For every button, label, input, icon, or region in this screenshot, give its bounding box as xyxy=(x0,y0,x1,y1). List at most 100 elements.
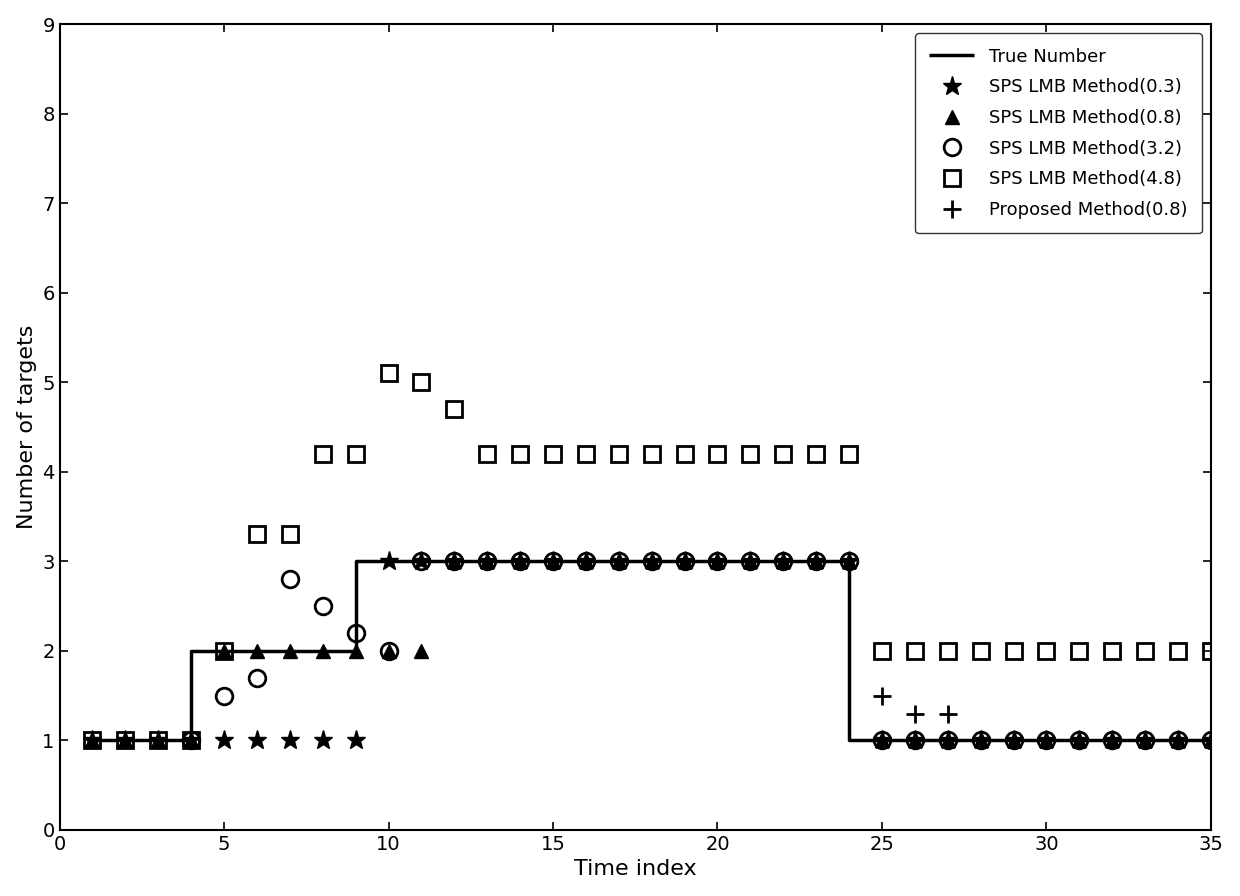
X-axis label: Time index: Time index xyxy=(574,859,697,879)
SPS LMB Method(3.2) xyxy=(480,556,495,566)
SPS LMB Method(3.2) xyxy=(446,556,461,566)
SPS LMB Method(3.2) xyxy=(217,690,232,701)
SPS LMB Method(0.8) xyxy=(381,645,396,656)
SPS LMB Method(0.3) xyxy=(217,735,232,745)
SPS LMB Method(3.2) xyxy=(1105,735,1120,745)
SPS LMB Method(4.8) xyxy=(249,530,264,540)
SPS LMB Method(3.2) xyxy=(908,735,923,745)
SPS LMB Method(4.8) xyxy=(578,449,593,460)
SPS LMB Method(3.2) xyxy=(1039,735,1054,745)
SPS LMB Method(4.8) xyxy=(842,449,857,460)
SPS LMB Method(3.2) xyxy=(973,735,988,745)
SPS LMB Method(0.3) xyxy=(315,735,330,745)
SPS LMB Method(4.8) xyxy=(1204,645,1219,656)
SPS LMB Method(0.3) xyxy=(611,556,626,566)
SPS LMB Method(4.8) xyxy=(776,449,791,460)
Line: Proposed Method(0.8): Proposed Method(0.8) xyxy=(873,686,1220,749)
SPS LMB Method(0.8) xyxy=(283,645,298,656)
True Number xyxy=(184,735,198,745)
SPS LMB Method(0.3) xyxy=(578,556,593,566)
SPS LMB Method(0.8) xyxy=(217,645,232,656)
SPS LMB Method(0.8) xyxy=(1105,735,1120,745)
Proposed Method(0.8) xyxy=(1137,735,1152,745)
SPS LMB Method(4.8) xyxy=(546,449,560,460)
SPS LMB Method(0.3) xyxy=(1204,735,1219,745)
Proposed Method(0.8) xyxy=(1105,735,1120,745)
SPS LMB Method(0.3) xyxy=(1071,735,1086,745)
SPS LMB Method(0.3) xyxy=(480,556,495,566)
SPS LMB Method(0.3) xyxy=(1171,735,1185,745)
Proposed Method(0.8) xyxy=(874,690,889,701)
Y-axis label: Number of targets: Number of targets xyxy=(16,325,37,530)
SPS LMB Method(4.8) xyxy=(1137,645,1152,656)
SPS LMB Method(0.8) xyxy=(348,645,363,656)
Proposed Method(0.8) xyxy=(908,708,923,719)
SPS LMB Method(3.2) xyxy=(512,556,527,566)
SPS LMB Method(0.8) xyxy=(446,556,461,566)
SPS LMB Method(0.8) xyxy=(1137,735,1152,745)
True Number xyxy=(184,645,198,656)
SPS LMB Method(0.8) xyxy=(546,556,560,566)
SPS LMB Method(4.8) xyxy=(808,449,823,460)
SPS LMB Method(0.3) xyxy=(711,556,725,566)
SPS LMB Method(3.2) xyxy=(874,735,889,745)
SPS LMB Method(3.2) xyxy=(249,672,264,683)
SPS LMB Method(0.3) xyxy=(1039,735,1054,745)
SPS LMB Method(0.8) xyxy=(1204,735,1219,745)
SPS LMB Method(0.8) xyxy=(940,735,955,745)
Legend: True Number, SPS LMB Method(0.3), SPS LMB Method(0.8), SPS LMB Method(3.2), SPS : True Number, SPS LMB Method(0.3), SPS LM… xyxy=(915,33,1202,233)
Proposed Method(0.8) xyxy=(1006,735,1021,745)
SPS LMB Method(0.3) xyxy=(348,735,363,745)
SPS LMB Method(3.2) xyxy=(414,556,429,566)
SPS LMB Method(0.3) xyxy=(874,735,889,745)
SPS LMB Method(4.8) xyxy=(908,645,923,656)
SPS LMB Method(0.8) xyxy=(151,735,166,745)
SPS LMB Method(4.8) xyxy=(414,377,429,388)
SPS LMB Method(0.3) xyxy=(151,735,166,745)
SPS LMB Method(3.2) xyxy=(315,600,330,611)
Proposed Method(0.8) xyxy=(973,735,988,745)
SPS LMB Method(4.8) xyxy=(677,449,692,460)
SPS LMB Method(0.8) xyxy=(249,645,264,656)
SPS LMB Method(0.8) xyxy=(1071,735,1086,745)
SPS LMB Method(3.2) xyxy=(711,556,725,566)
SPS LMB Method(3.2) xyxy=(1006,735,1021,745)
SPS LMB Method(4.8) xyxy=(743,449,758,460)
SPS LMB Method(0.3) xyxy=(546,556,560,566)
SPS LMB Method(3.2) xyxy=(578,556,593,566)
SPS LMB Method(0.8) xyxy=(86,735,100,745)
Proposed Method(0.8) xyxy=(1039,735,1054,745)
SPS LMB Method(0.3) xyxy=(184,735,198,745)
True Number xyxy=(86,735,100,745)
SPS LMB Method(0.8) xyxy=(711,556,725,566)
SPS LMB Method(4.8) xyxy=(874,645,889,656)
SPS LMB Method(4.8) xyxy=(283,530,298,540)
SPS LMB Method(0.3) xyxy=(973,735,988,745)
SPS LMB Method(0.3) xyxy=(908,735,923,745)
Line: SPS LMB Method(0.8): SPS LMB Method(0.8) xyxy=(86,555,1218,747)
Proposed Method(0.8) xyxy=(1171,735,1185,745)
Line: SPS LMB Method(0.3): SPS LMB Method(0.3) xyxy=(83,552,1220,750)
SPS LMB Method(3.2) xyxy=(546,556,560,566)
SPS LMB Method(4.8) xyxy=(184,735,198,745)
SPS LMB Method(0.8) xyxy=(973,735,988,745)
SPS LMB Method(0.8) xyxy=(315,645,330,656)
SPS LMB Method(3.2) xyxy=(842,556,857,566)
SPS LMB Method(0.3) xyxy=(86,735,100,745)
SPS LMB Method(0.8) xyxy=(118,735,133,745)
True Number xyxy=(1204,735,1219,745)
SPS LMB Method(0.3) xyxy=(776,556,791,566)
SPS LMB Method(0.3) xyxy=(512,556,527,566)
SPS LMB Method(0.8) xyxy=(776,556,791,566)
SPS LMB Method(0.3) xyxy=(118,735,133,745)
SPS LMB Method(0.3) xyxy=(1105,735,1120,745)
SPS LMB Method(4.8) xyxy=(480,449,495,460)
True Number xyxy=(842,735,857,745)
SPS LMB Method(4.8) xyxy=(381,368,396,379)
SPS LMB Method(3.2) xyxy=(348,627,363,638)
SPS LMB Method(0.8) xyxy=(611,556,626,566)
SPS LMB Method(3.2) xyxy=(283,573,298,584)
SPS LMB Method(3.2) xyxy=(677,556,692,566)
SPS LMB Method(0.8) xyxy=(645,556,660,566)
SPS LMB Method(0.3) xyxy=(808,556,823,566)
